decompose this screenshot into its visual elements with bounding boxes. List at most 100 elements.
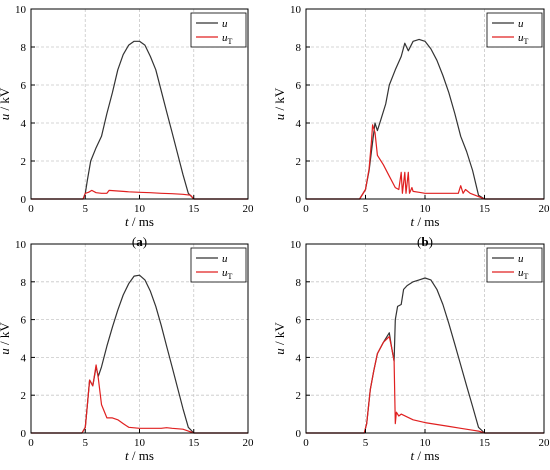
- panel-label-open: (: [132, 468, 136, 470]
- panel-label: (d): [417, 468, 433, 470]
- x-axis-label-var: t: [125, 214, 129, 229]
- legend-label-main: u: [518, 267, 524, 279]
- y-tick-label: 2: [21, 156, 27, 168]
- x-tick-label: 0: [303, 437, 309, 449]
- legend-label-subscript: T: [524, 37, 529, 46]
- legend: uuT: [486, 12, 543, 48]
- x-tick-label: 5: [363, 203, 369, 215]
- x-tick-label: 15: [479, 437, 491, 449]
- x-tick-label: 15: [188, 437, 200, 449]
- panel-label-open: (: [417, 234, 421, 249]
- y-tick-label: 0: [21, 194, 27, 206]
- y-axis-label: u / kV: [272, 87, 287, 120]
- y-axis-label-var: u: [0, 113, 12, 120]
- x-axis-label-unit: / ms: [414, 214, 439, 229]
- x-axis-label-unit: / ms: [414, 448, 439, 463]
- x-tick-label: 5: [83, 437, 89, 449]
- y-axis-label-unit: / kV: [0, 87, 12, 114]
- legend-label-subscript: T: [228, 272, 233, 281]
- y-tick-label: 0: [296, 428, 302, 440]
- y-axis-label-unit: / kV: [0, 322, 12, 349]
- y-axis-label-var: u: [272, 113, 287, 120]
- x-tick-label: 20: [539, 437, 550, 449]
- series-line-u: [31, 40, 248, 200]
- y-tick-label: 8: [296, 42, 302, 54]
- x-axis-label: t / ms: [125, 448, 154, 463]
- panel-label-letter: a: [136, 234, 143, 249]
- y-tick-label: 0: [21, 428, 27, 440]
- y-tick-label: 2: [21, 390, 27, 402]
- panel-label-close: ): [429, 234, 433, 249]
- x-tick-label: 0: [303, 203, 309, 215]
- x-axis-label-var: t: [125, 448, 129, 463]
- x-tick-label: 10: [134, 437, 146, 449]
- y-axis-label-var: u: [272, 348, 287, 355]
- y-tick-label: 6: [21, 80, 27, 92]
- legend-label-u: u: [518, 253, 524, 265]
- y-tick-label: 8: [296, 277, 302, 289]
- x-axis-label-unit: / ms: [129, 448, 154, 463]
- x-axis-label-var: t: [411, 214, 415, 229]
- legend-label-uT: uT: [518, 267, 529, 281]
- y-tick-label: 10: [15, 4, 27, 16]
- x-tick-label: 0: [28, 203, 34, 215]
- x-tick-label: 20: [243, 203, 255, 215]
- y-tick-label: 6: [296, 80, 302, 92]
- legend-label-uT: uT: [222, 32, 233, 46]
- panel-label-letter: b: [421, 234, 428, 249]
- y-tick-label: 0: [296, 194, 302, 206]
- y-axis-label: u / kV: [0, 322, 12, 355]
- panel-label: (a): [132, 234, 147, 249]
- y-axis-label: u / kV: [0, 87, 12, 120]
- legend-label-uT: uT: [222, 267, 233, 281]
- legend: uuT: [486, 247, 543, 283]
- y-axis-label: u / kV: [272, 322, 287, 355]
- legend-label-subscript: T: [524, 272, 529, 281]
- legend-label-u: u: [222, 18, 228, 30]
- panel-label-close: ): [142, 468, 146, 470]
- legend-label-main: u: [518, 32, 524, 44]
- legend-label-u: u: [222, 253, 228, 265]
- panel-label: (b): [417, 234, 433, 249]
- panel-label-open: (: [132, 234, 136, 249]
- legend-box: [190, 247, 247, 283]
- x-tick-label: 10: [420, 203, 432, 215]
- x-axis-label: t / ms: [411, 448, 440, 463]
- x-tick-label: 10: [134, 203, 146, 215]
- y-tick-label: 10: [290, 239, 302, 251]
- y-tick-label: 8: [21, 42, 27, 54]
- x-axis-label: t / ms: [411, 214, 440, 229]
- panel-label: (c): [132, 468, 146, 470]
- x-tick-label: 15: [479, 203, 491, 215]
- legend-box: [486, 12, 543, 48]
- legend-label-main: u: [222, 267, 228, 279]
- x-axis-label: t / ms: [125, 214, 154, 229]
- series-line-u: [306, 38, 544, 200]
- legend: u uT: [190, 12, 247, 48]
- panel-label-close: ): [429, 468, 433, 470]
- x-tick-label: 15: [188, 203, 200, 215]
- legend-label-main: u: [518, 253, 524, 265]
- series-line-uT: [31, 189, 248, 200]
- y-tick-label: 4: [296, 118, 302, 130]
- x-tick-label: 10: [420, 437, 432, 449]
- y-tick-label: 2: [296, 156, 302, 168]
- panel-label-letter: c: [137, 468, 143, 470]
- panel-label-letter: d: [421, 468, 429, 470]
- y-tick-label: 4: [296, 352, 302, 364]
- legend-label-main: u: [518, 18, 524, 30]
- x-tick-label: 5: [363, 437, 369, 449]
- panel-label-close: ): [143, 234, 147, 249]
- y-axis-label-unit: / kV: [272, 322, 287, 349]
- y-tick-label: 10: [290, 4, 302, 16]
- legend-box: [486, 247, 543, 283]
- x-axis-label-var: t: [411, 448, 415, 463]
- y-tick-label: 6: [21, 315, 27, 327]
- legend-label-main: u: [222, 253, 228, 265]
- x-axis-label-unit: / ms: [129, 214, 154, 229]
- y-tick-label: 6: [296, 315, 302, 327]
- y-tick-label: 10: [15, 239, 27, 251]
